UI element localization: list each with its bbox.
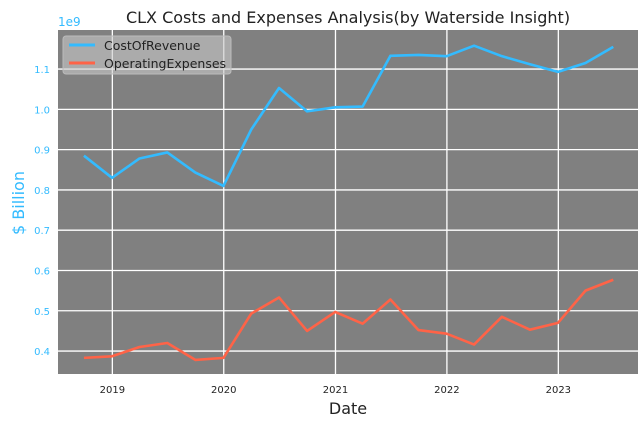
legend: CostOfRevenue OperatingExpenses <box>62 35 232 75</box>
series-line-CostOfRevenue <box>83 44 614 188</box>
x-tick-label: 2022 <box>434 385 459 396</box>
y-tick-label: 0.4 <box>34 347 50 358</box>
y-tick-label: 0.6 <box>34 266 50 277</box>
legend-label-cost-of-revenue: CostOfRevenue <box>104 38 201 53</box>
y-tick-label: 1.1 <box>34 65 50 76</box>
x-tick-label: 2021 <box>323 385 348 396</box>
x-axis-label: Date <box>329 399 367 418</box>
y-tick-label: 0.5 <box>34 307 50 318</box>
y-tick-label: 0.8 <box>34 186 50 197</box>
plot-area <box>58 30 638 374</box>
legend-box <box>62 35 232 75</box>
y-tick-label: 1.0 <box>34 105 50 116</box>
chart-title: CLX Costs and Expenses Analysis(by Water… <box>126 8 570 27</box>
legend-label-operating-expenses: OperatingExpenses <box>104 56 226 71</box>
series-line-OperatingExpenses <box>83 278 614 362</box>
y-axis-label: $ Billion <box>9 171 28 235</box>
y-tick-label: 0.9 <box>34 146 50 157</box>
y-tick-label: 0.7 <box>34 226 50 237</box>
x-tick-label: 2020 <box>211 385 236 396</box>
x-tick-label: 2019 <box>100 385 125 396</box>
y-offset-label: 1e9 <box>58 15 81 29</box>
x-tick-label: 2023 <box>546 385 571 396</box>
